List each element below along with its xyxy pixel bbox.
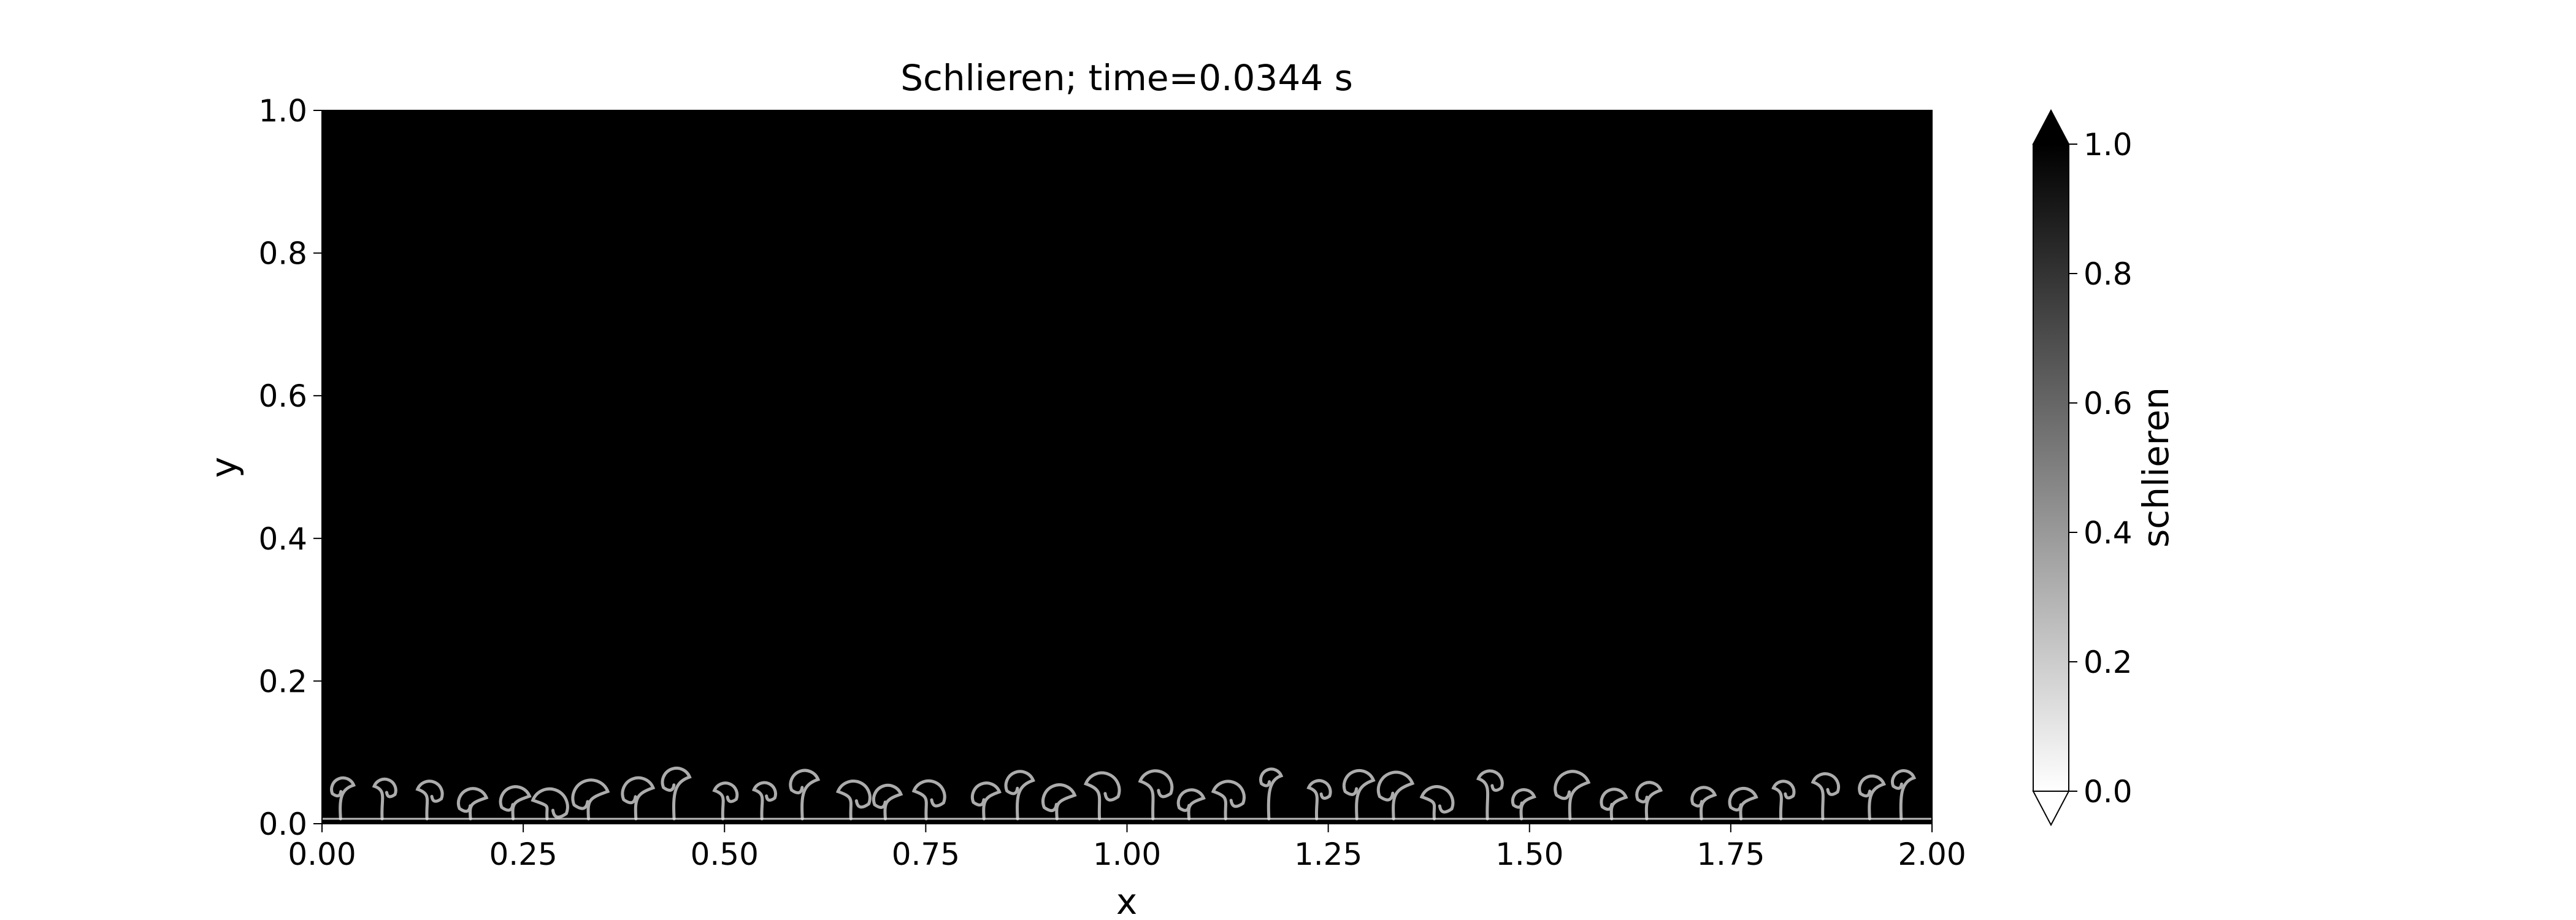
plume (1084, 771, 1121, 821)
plume (1176, 788, 1206, 821)
plume (1511, 788, 1536, 821)
colorbar-extend-min (2032, 791, 2070, 827)
x-tick-label: 1.25 (1294, 837, 1362, 872)
x-tick-label: 0.75 (892, 837, 960, 872)
colorbar-tick-label: 0.2 (2083, 645, 2133, 680)
plume (661, 766, 692, 821)
plume (835, 780, 872, 821)
y-tick-label: 0.6 (258, 378, 307, 414)
colorbar-tick-label: 1.0 (2083, 127, 2133, 163)
x-tick-label: 1.50 (1495, 837, 1563, 872)
plume (1858, 774, 1886, 821)
colorbar-extend-max (2032, 109, 2070, 145)
plume (1635, 781, 1663, 821)
y-axis: 0.0 0.2 0.4 0.6 0.8 1.0 (258, 93, 322, 842)
colorbar-gradient (2033, 144, 2069, 792)
plume (499, 785, 532, 821)
y-tick-label: 0.4 (258, 521, 307, 557)
colorbar-label: schlieren (2135, 387, 2177, 548)
colorbar-tick-label: 0.4 (2083, 515, 2133, 551)
plume (1376, 770, 1415, 821)
x-tick-label: 2.00 (1898, 837, 1966, 872)
plume (1811, 772, 1841, 821)
plume (712, 781, 739, 821)
y-tick-label: 0.0 (258, 807, 307, 842)
plume (1728, 786, 1758, 821)
plume (1211, 780, 1246, 821)
plume (1890, 769, 1917, 821)
plume (1259, 767, 1284, 821)
colorbar-tick-label: 0.6 (2083, 386, 2133, 421)
plume (621, 776, 656, 821)
x-tick-label: 0.00 (288, 837, 356, 872)
colorbar-tick-label: 0.0 (2083, 774, 2133, 810)
plume (1306, 779, 1332, 821)
plume (1342, 769, 1376, 821)
x-tick-label: 1.00 (1093, 837, 1161, 872)
x-tick-label: 1.75 (1696, 837, 1765, 872)
plume (372, 777, 397, 821)
colorbar-tick-label: 0.8 (2083, 256, 2133, 292)
plume (1554, 770, 1591, 821)
colorbar-ticks: 0.0 0.2 0.4 0.6 0.8 1.0 (2069, 127, 2133, 810)
plume (1004, 770, 1035, 821)
colorbar: 0.0 0.2 0.4 0.6 0.8 1.0 schlieren (2032, 109, 2177, 827)
plume (531, 787, 569, 821)
plume (330, 776, 356, 821)
plume (415, 780, 444, 821)
plume (1690, 786, 1717, 821)
plume (1041, 783, 1077, 821)
plume (872, 783, 903, 821)
y-axis-label: y (203, 457, 245, 478)
plume (751, 781, 777, 821)
x-tick-label: 0.50 (691, 837, 759, 872)
plume (970, 781, 1002, 821)
y-tick-label: 0.2 (258, 664, 307, 699)
mixing-layer-plumes (322, 766, 1932, 821)
plume (1476, 769, 1504, 821)
plume (1419, 785, 1455, 821)
x-axis: 0.00 0.25 0.50 0.75 1.00 1.25 1.50 1.75 2.00 (288, 110, 1966, 872)
x-tick-label: 0.25 (489, 837, 557, 872)
plume (456, 787, 489, 821)
heatmap-field (322, 110, 1932, 824)
chart-title: Schlieren; time=0.0344 s (900, 57, 1353, 99)
y-tick-label: 0.8 (258, 236, 307, 272)
plume (911, 779, 946, 821)
plume (789, 769, 821, 821)
plume (1138, 769, 1174, 821)
plume (1600, 788, 1628, 821)
y-tick-label: 1.0 (258, 93, 307, 129)
x-axis-label: x (1116, 881, 1137, 920)
plume (1771, 780, 1796, 821)
plume (571, 778, 610, 821)
